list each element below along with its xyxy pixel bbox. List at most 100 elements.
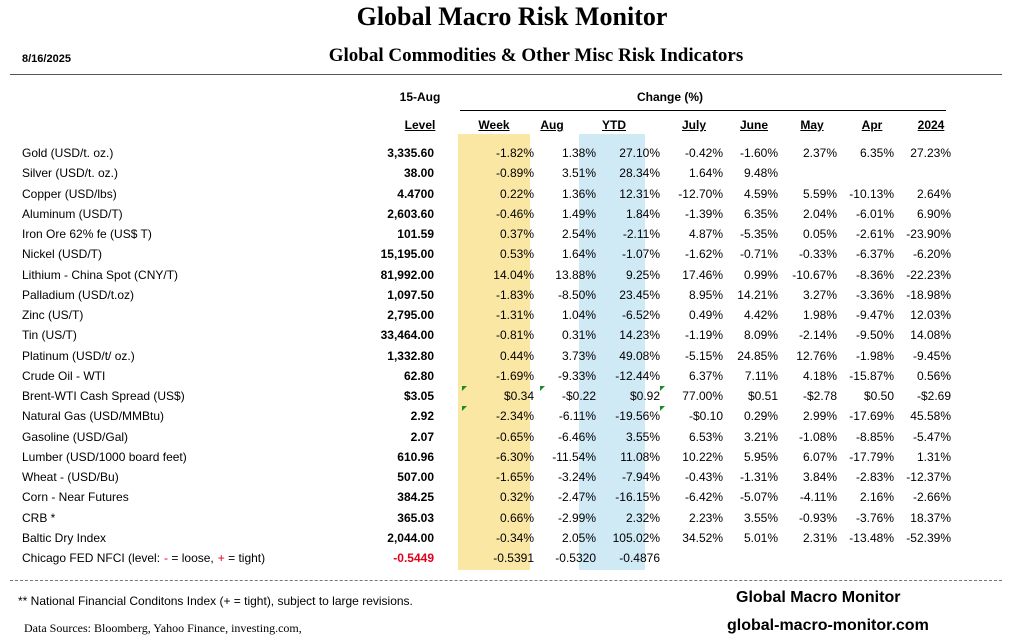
apr-change: -17.69%: [849, 409, 894, 424]
indicator-name: Baltic Dry Index: [22, 530, 107, 545]
aug-change: -3.24%: [557, 470, 596, 485]
cell-comment-marker: [660, 406, 665, 412]
y2024-change: -12.37%: [906, 470, 951, 485]
week-change: 0.66%: [499, 510, 534, 525]
aug-change: 1.64%: [561, 247, 596, 262]
apr-change: -10.13%: [849, 186, 894, 201]
may-change: -$2.78: [802, 389, 837, 404]
indicator-name: Zinc (US/T): [22, 308, 84, 323]
june-change: 5.01%: [743, 530, 778, 545]
june-change: 24.85%: [737, 348, 778, 363]
week-change: 0.22%: [499, 186, 534, 201]
july-change: -12.70%: [678, 186, 723, 201]
aug-change: -9.33%: [557, 368, 596, 383]
spacer-cell: [434, 467, 462, 487]
table-row: Brent-WTI Cash Spread (US$) $3.05 $0.34 -$0…: [18, 386, 951, 406]
indicator-name: Gold (USD/t. oz.): [22, 146, 114, 161]
apr-change: -1.98%: [855, 348, 894, 363]
ytd-change: 1.84%: [625, 206, 660, 221]
table-row: Tin (US/T) 33,464.00 -0.81% 0.31% 14.23% -1.1…: [18, 325, 951, 345]
col-header-july: July: [681, 118, 706, 132]
ytd-change: 27.10%: [619, 146, 660, 161]
june-change: 8.09%: [743, 328, 778, 343]
week-change: 0.32%: [499, 490, 534, 505]
week-change: -0.65%: [495, 429, 534, 444]
ytd-change: -1.07%: [621, 247, 660, 262]
y2024-change: -6.20%: [912, 247, 951, 262]
ytd-change: 28.34%: [619, 166, 660, 181]
level-date-header: 15-Aug: [399, 90, 441, 104]
aug-change: 2.54%: [561, 227, 596, 242]
week-change: -0.89%: [495, 166, 534, 181]
may-change: 5.59%: [802, 186, 837, 201]
apr-change: -17.79%: [849, 449, 894, 464]
may-change: 3.27%: [802, 287, 837, 302]
y2024-change: 6.90%: [916, 206, 951, 221]
report-title: Global Macro Risk Monitor: [356, 2, 668, 31]
june-change: -1.31%: [739, 470, 778, 485]
aug-change: -6.11%: [558, 409, 596, 424]
table-row: Natural Gas (USD/MMBtu) 2.92 -2.34% -6.11% -…: [18, 406, 951, 426]
table-row: Copper (USD/lbs) 4.4700 0.22% 1.36% 12.31% -1…: [18, 184, 951, 204]
may-change: 2.31%: [802, 530, 837, 545]
week-change: -1.31%: [495, 308, 534, 323]
level-value: $3.05: [403, 389, 434, 404]
y2024-change: 18.37%: [910, 510, 951, 525]
june-change: [723, 548, 778, 568]
table-row: Gasoline (USD/Gal) 2.07 -0.65% -6.46% 3.55% 6…: [18, 427, 951, 447]
aug-change: -8.50%: [557, 287, 596, 302]
ytd-change: 105.02%: [612, 530, 660, 545]
week-change: -1.65%: [495, 470, 534, 485]
may-change: 2.04%: [802, 206, 837, 221]
spacer-cell: [434, 184, 462, 204]
june-change: -1.60%: [739, 146, 778, 161]
y2024-change: -9.45%: [912, 348, 951, 363]
commodities-table: Gold (USD/t. oz.) 3,335.60 -1.82% 1.38% 27.1…: [18, 143, 951, 568]
may-change: 3.84%: [802, 470, 837, 485]
y2024-change: -5.47%: [912, 429, 951, 444]
brand-name: Global Macro Monitor: [736, 589, 901, 606]
week-change: -0.46%: [495, 206, 534, 221]
indicator-name: Natural Gas (USD/MMBtu): [22, 409, 165, 424]
week-change: $0.34: [462, 386, 540, 406]
indicator-name-part: = tight): [224, 551, 266, 566]
indicator-name-part: Chicago FED NFCI (level:: [22, 551, 161, 566]
ytd-change: 23.45%: [619, 287, 660, 302]
y2024-change: -52.39%: [906, 530, 951, 545]
y2024-change: 1.31%: [916, 449, 951, 464]
aug-change: 0.31%: [561, 328, 596, 343]
y2024-change: [894, 163, 951, 183]
column-header-row: Level Week Aug YTD July June May Apr 202…: [0, 118, 1024, 134]
june-change: 9.48%: [743, 166, 778, 181]
table-row: Lithium - China Spot (CNY/T) 81,992.00 14.…: [18, 265, 951, 285]
apr-change: $0.50: [863, 389, 894, 404]
website-link[interactable]: global-macro-monitor.com: [727, 617, 929, 634]
spacer-cell: [434, 163, 462, 183]
level-value: 1,332.80: [387, 348, 434, 363]
july-change: 10.22%: [682, 449, 723, 464]
table-row: Gold (USD/t. oz.) 3,335.60 -1.82% 1.38% 27.1…: [18, 143, 951, 163]
may-change: -10.67%: [792, 267, 837, 282]
indicator-name: Gasoline (USD/Gal): [22, 429, 129, 444]
y2024-change: -2.66%: [912, 490, 951, 505]
aug-change: -2.99%: [557, 510, 596, 525]
ytd-change: -16.15%: [615, 490, 660, 505]
ytd-change: 3.55%: [625, 429, 660, 444]
spacer-cell: [434, 427, 462, 447]
july-change: 17.46%: [682, 267, 723, 282]
spacer-cell: [434, 548, 462, 568]
may-change: 2.99%: [802, 409, 837, 424]
table-row: Iron Ore 62% fe (US$ T) 101.59 0.37% 2.54% -…: [18, 224, 951, 244]
level-value: 2,795.00: [387, 308, 434, 323]
spacer-cell: [434, 366, 462, 386]
ytd-column-highlight: [579, 134, 645, 570]
level-value: 38.00: [403, 166, 434, 181]
july-change: -0.42%: [684, 146, 723, 161]
week-change: -6.30%: [495, 449, 534, 464]
top-divider: [10, 74, 1002, 75]
may-change: [778, 163, 837, 183]
table-row: Aluminum (USD/T) 2,603.60 -0.46% 1.49% 1.84%…: [18, 204, 951, 224]
table-row: Wheat - (USD/Bu) 507.00 -1.65% -3.24% -7.94%…: [18, 467, 951, 487]
june-change: 4.59%: [743, 186, 778, 201]
table-row: Corn - Near Futures 384.25 0.32% -2.47% -16.…: [18, 487, 951, 507]
